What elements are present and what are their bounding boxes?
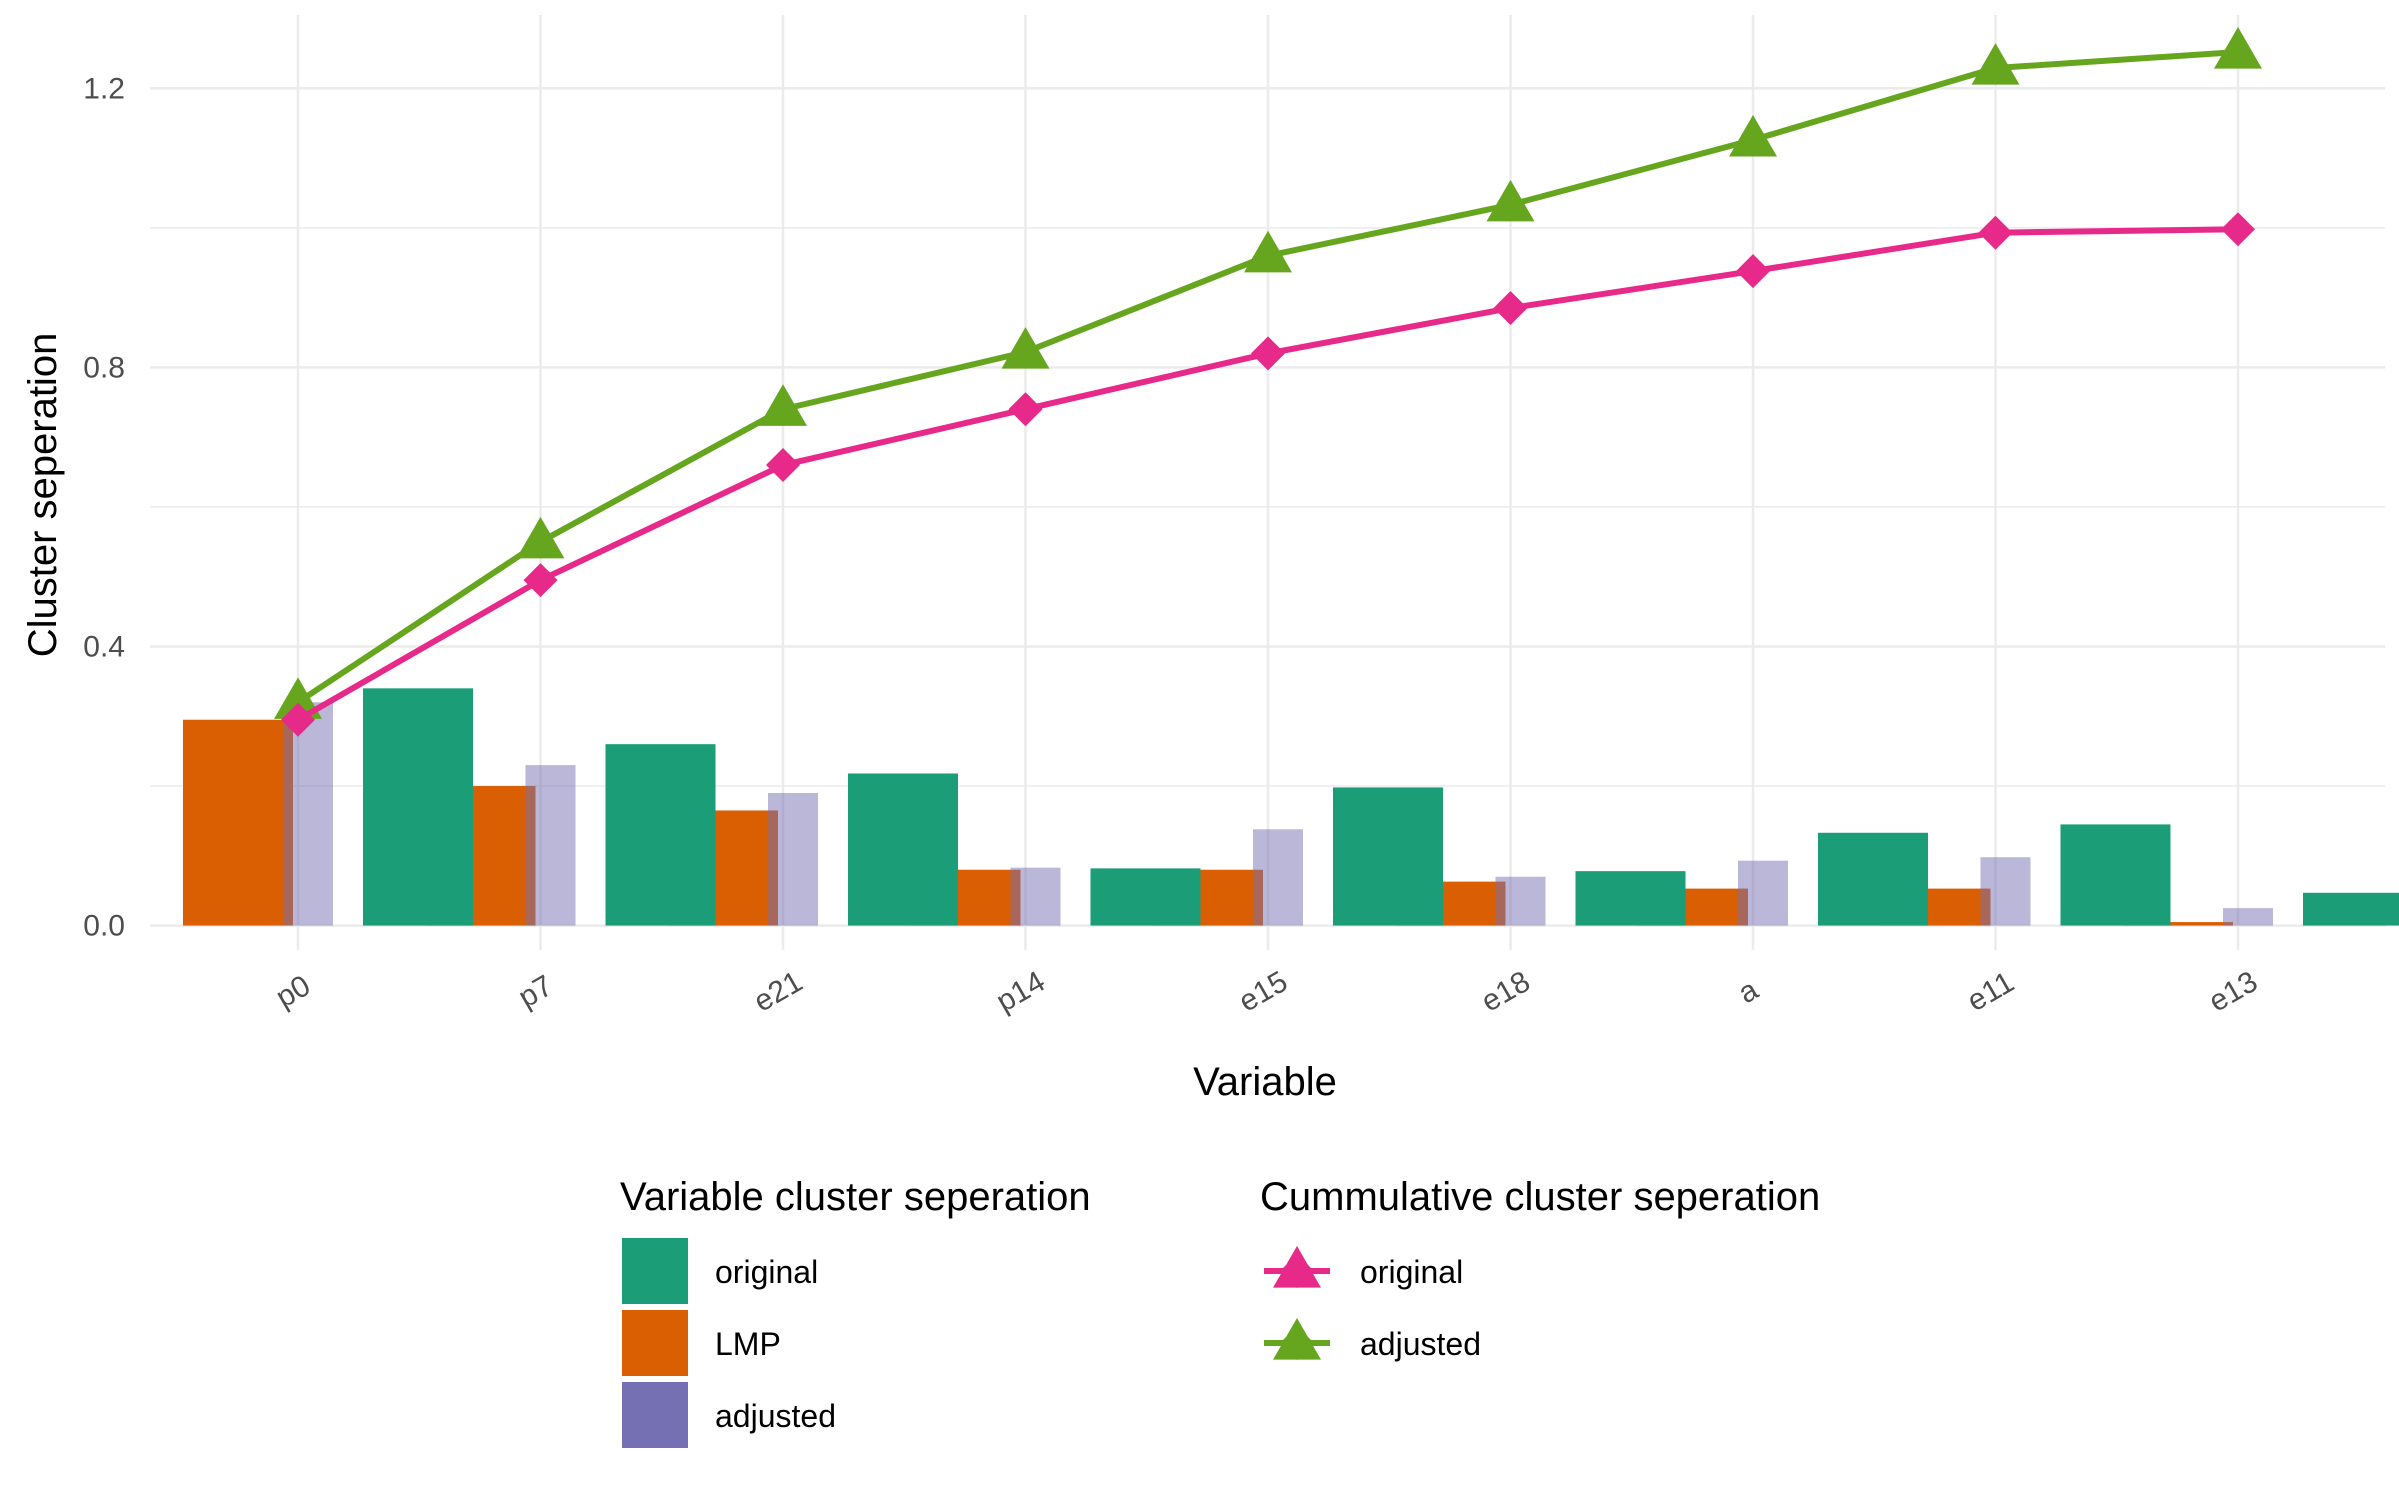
x-tick-label: p14 [991, 965, 1051, 1019]
bars [183, 688, 2399, 926]
legend-label: adjusted [715, 1398, 836, 1434]
bar-adjusted-e18 [1495, 876, 1546, 926]
bar-original-e11 [2060, 824, 2171, 926]
point-original-e15 [1251, 336, 1285, 371]
bar-original-e13 [2303, 892, 2399, 926]
point-original-e13 [2221, 212, 2255, 247]
bar-original-e18 [1575, 871, 1686, 926]
legend-bars-items: original LMP adjusted [622, 1238, 836, 1448]
legend-swatch-adjusted [622, 1382, 688, 1448]
bar-adjusted-p0 [283, 702, 333, 926]
legend-lines-title: Cummulative cluster seperation [1260, 1175, 1820, 1219]
point-original-p7 [523, 563, 558, 598]
point-adjusted-p14 [1001, 327, 1050, 369]
point-adjusted-e13 [2214, 27, 2262, 69]
bar-adjusted-p14 [1010, 867, 1061, 926]
bar-lmp-p0 [183, 719, 293, 926]
x-tick-label: e18 [1476, 965, 1536, 1019]
legend-bars-title: Variable cluster seperation [620, 1175, 1091, 1219]
x-tick-label: a [1733, 973, 1764, 1010]
x-tick-label: e21 [748, 965, 808, 1019]
point-original-p14 [1008, 392, 1043, 427]
legend-label: original [715, 1254, 818, 1290]
bar-adjusted-p7 [525, 765, 576, 926]
bar-adjusted-e15 [1253, 829, 1303, 926]
bar-adjusted-e11 [1980, 857, 2031, 926]
bar-adjusted-a [1738, 860, 1788, 926]
x-axis-ticks: p0 p7 e21 p14 e15 e18 a e11 e13 [271, 965, 2264, 1019]
legend-label: adjusted [1360, 1326, 1481, 1362]
y-tick-label: 0.4 [83, 630, 125, 663]
bar-adjusted-e13 [2223, 908, 2273, 926]
bar-original-p0 [363, 688, 473, 926]
x-axis-title: Variable [1193, 1060, 1337, 1104]
legend-label: LMP [715, 1326, 781, 1362]
y-axis-ticks: 0.0 0.4 0.8 1.2 [83, 72, 125, 942]
point-original-e21 [766, 448, 800, 483]
bar-lmp-e13 [2123, 922, 2233, 926]
point-original-e11 [1978, 215, 2013, 250]
cumulative-lines [274, 27, 2262, 737]
legend-triangle-icon [1273, 1246, 1321, 1288]
y-tick-label: 0.8 [83, 351, 125, 384]
bar-original-p7 [605, 744, 716, 926]
bar-original-e15 [1333, 787, 1443, 926]
point-adjusted-e21 [759, 384, 807, 426]
point-adjusted-e11 [1971, 43, 2020, 85]
y-tick-label: 1.2 [83, 72, 125, 105]
point-original-p0 [281, 702, 315, 737]
legend-swatch-lmp [622, 1310, 688, 1376]
legend-triangle-icon [1273, 1318, 1321, 1360]
legend-swatch-original [622, 1238, 688, 1304]
x-tick-label: p0 [271, 969, 316, 1014]
legend: Variable cluster seperation original LMP a… [620, 1175, 1820, 1448]
point-original-a [1736, 254, 1770, 289]
y-tick-label: 0.0 [83, 910, 125, 943]
bar-original-a [1818, 832, 1928, 926]
y-axis-title: Cluster seperation [21, 333, 65, 658]
point-adjusted-e15 [1244, 230, 1292, 273]
point-original-e18 [1493, 291, 1528, 326]
point-adjusted-a [1729, 114, 1777, 157]
x-tick-label: p7 [513, 969, 558, 1014]
bar-original-p14 [1090, 868, 1201, 926]
x-tick-label: e13 [2203, 965, 2263, 1019]
point-adjusted-e18 [1486, 179, 1535, 222]
point-adjusted-p7 [516, 516, 565, 559]
legend-label: original [1360, 1254, 1463, 1290]
bar-adjusted-e21 [768, 793, 818, 926]
legend-lines-items: original adjusted [1264, 1246, 1481, 1362]
x-tick-label: e15 [1233, 965, 1293, 1019]
bar-original-e21 [848, 773, 958, 926]
point-adjusted-p0 [274, 677, 322, 719]
x-tick-label: e11 [1962, 966, 2020, 1018]
